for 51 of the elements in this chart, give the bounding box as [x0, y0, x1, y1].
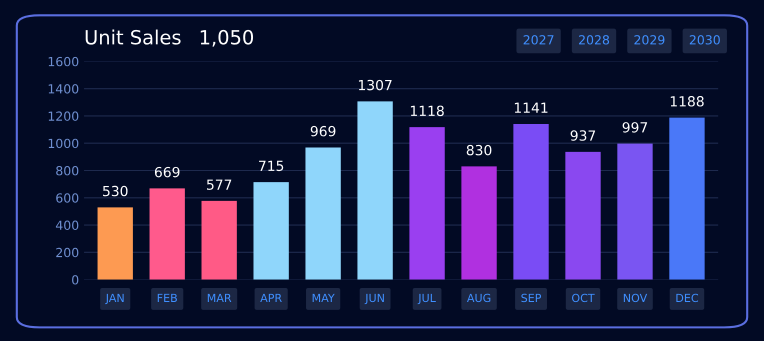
x-tick-label: SEP [521, 294, 542, 302]
y-tick-label: 600 [56, 193, 78, 203]
y-tick-label: 1200 [48, 111, 78, 121]
x-tick-label: MAY [312, 294, 335, 302]
bar [305, 147, 341, 280]
bar [357, 101, 393, 280]
x-tick-label: MAR [208, 294, 232, 302]
text: 2028 [579, 35, 610, 45]
data-label: 1141 [514, 102, 548, 113]
data-label: 530 [103, 186, 128, 196]
data-label: 937 [570, 130, 596, 141]
x-tick-label: JAN [105, 294, 124, 304]
y-tick-label: 0 [72, 275, 78, 285]
data-label: 577 [206, 180, 232, 190]
bar [617, 144, 653, 280]
y-tick-label: 1400 [48, 84, 78, 94]
y-tick-label: 1600 [48, 56, 78, 66]
bar [669, 118, 705, 280]
bar [202, 200, 237, 280]
bar [409, 127, 445, 280]
y-tick-label: 200 [56, 248, 78, 258]
data-label: 1118 [410, 106, 444, 116]
bar [461, 166, 497, 280]
data-label: 669 [154, 166, 180, 178]
bar [565, 152, 601, 280]
bar [513, 124, 549, 280]
data-label: 715 [259, 160, 284, 172]
x-tick-label: JUL [418, 294, 436, 304]
x-tick-label: JUN [364, 294, 384, 304]
x-tick-label: NOV [624, 294, 648, 302]
data-label: 1188 [670, 96, 704, 107]
x-tick-label: AUG [466, 294, 490, 302]
x-tick-label: OCT [572, 294, 595, 302]
data-label: 997 [622, 122, 648, 133]
x-tick-label: APR [260, 294, 282, 302]
bar [253, 182, 289, 280]
bar [150, 188, 185, 280]
text: 2029 [634, 35, 664, 45]
text: 2027 [524, 35, 554, 45]
y-tick-label: 800 [56, 166, 78, 176]
data-label: 830 [466, 144, 492, 156]
chart-subtitle: 1,050 [200, 30, 254, 47]
x-tick-label: DEC [676, 294, 698, 302]
data-label: 969 [310, 126, 336, 136]
y-tick-label: 1000 [48, 138, 78, 148]
x-tick-label: FEB [158, 294, 177, 302]
data-label: 1307 [358, 80, 392, 90]
y-tick-label: 400 [56, 220, 78, 230]
text: 2030 [690, 35, 720, 45]
bar [98, 207, 133, 280]
chart-title: Unit Sales [86, 30, 181, 45]
